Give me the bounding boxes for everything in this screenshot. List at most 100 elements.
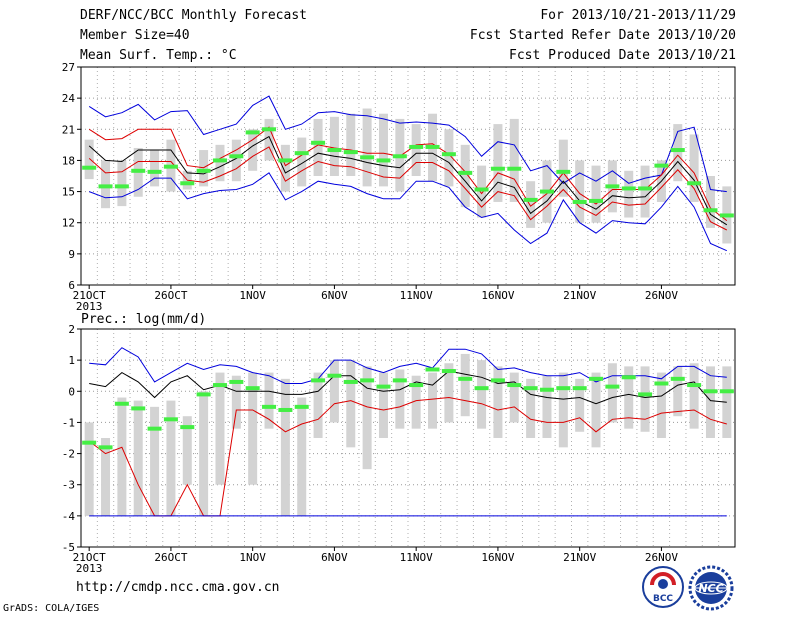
prec-marker	[523, 386, 538, 391]
prec-marker	[441, 369, 456, 374]
prec-range-box	[362, 366, 372, 470]
temp-marker	[670, 148, 685, 153]
temp-range-box	[215, 144, 225, 182]
temp-ytick-label: 24	[62, 92, 76, 105]
prec-plot-frame	[80, 328, 736, 548]
website-url[interactable]: http://cmdp.ncc.cma.gov.cn	[76, 580, 280, 595]
temp-range-box	[199, 150, 209, 187]
prec-marker	[311, 378, 326, 383]
temp-marker	[327, 148, 342, 153]
prec-range-box	[313, 372, 323, 438]
prec-range-box	[607, 363, 617, 423]
prec-marker	[474, 386, 489, 391]
prec-range-box	[84, 422, 94, 516]
prec-range-box	[722, 366, 732, 438]
prec-marker	[360, 378, 375, 383]
temp-xtick-label: 16NOV	[481, 289, 514, 302]
temp-xtick-label: 21OCT	[73, 289, 106, 302]
temp-marker	[458, 170, 473, 175]
temp-series-mean	[88, 135, 728, 226]
temp-range-box	[231, 139, 241, 182]
temp-range-box	[280, 144, 290, 192]
prec-marker	[98, 445, 113, 450]
prec-ytick-label: -4	[62, 510, 76, 523]
prec-range-box	[542, 375, 552, 438]
prec-xtick-label: 26OCT	[154, 551, 187, 564]
temp-marker	[523, 197, 538, 202]
prec-range-box	[444, 363, 454, 423]
prec-marker	[229, 379, 244, 384]
temp-range-box	[329, 116, 339, 176]
temp-xtick-label: 26NOV	[645, 289, 678, 302]
prec-marker	[572, 386, 587, 391]
header-left: DERF/NCC/BCC Monthly Forecast Member Siz…	[80, 6, 307, 66]
header-right: For 2013/10/21-2013/11/29 Fcst Started R…	[470, 6, 736, 66]
prec-range-box	[477, 360, 487, 429]
prec-xtick-label: 16NOV	[481, 551, 514, 564]
prec-range-box	[215, 372, 225, 485]
prec-marker	[556, 386, 571, 391]
temp-xtick-label: 6NOV	[321, 289, 348, 302]
temp-marker	[490, 166, 505, 171]
prec-range-box	[673, 366, 683, 417]
prec-range-box	[640, 366, 650, 432]
temp-series-min	[89, 172, 728, 252]
temp-marker	[605, 184, 620, 189]
prec-marker	[670, 376, 685, 381]
prec-range-box	[297, 397, 307, 516]
temp-series-lower	[88, 146, 728, 231]
temp-marker	[360, 155, 375, 160]
temp-range-box	[411, 124, 421, 176]
temp-range-box	[493, 124, 503, 202]
prec-range-box	[101, 438, 111, 516]
prec-range-box	[509, 372, 519, 423]
prec-range-box	[460, 353, 470, 417]
prec-range-box	[346, 360, 356, 448]
temp-marker	[621, 186, 636, 191]
prec-marker	[114, 401, 129, 406]
temp-marker	[703, 208, 718, 213]
prec-marker	[687, 383, 702, 388]
prec-range-box	[329, 360, 339, 423]
prec-range-box	[248, 372, 258, 485]
grads-credit: GrADS: COLA/IGES	[3, 603, 100, 614]
temp-range-box	[297, 137, 307, 187]
temp-marker	[294, 151, 309, 156]
temp-range-box	[150, 150, 160, 187]
prec-range-box	[280, 378, 290, 516]
prec-range-box	[656, 372, 666, 438]
temp-marker	[82, 165, 97, 170]
temp-marker	[311, 140, 326, 145]
temp-plot-frame	[80, 66, 736, 286]
prec-range-box	[411, 375, 421, 429]
temp-range-box	[705, 176, 715, 228]
temp-range-box	[362, 108, 372, 187]
prec-ytick-label: 2	[68, 323, 75, 336]
prec-ytick-label: 0	[68, 385, 75, 398]
temp-range-box	[460, 144, 470, 208]
temp-marker	[556, 169, 571, 174]
prec-xtick-label: 1NOV	[239, 551, 266, 564]
temp-year-label: 2013	[76, 300, 103, 313]
prec-range-box	[231, 375, 241, 429]
ncc-logo: NCC	[688, 565, 734, 611]
prec-marker	[638, 392, 653, 397]
prec-marker	[392, 378, 407, 383]
prec-marker	[425, 367, 440, 372]
prec-range-box	[117, 397, 127, 516]
temp-range-box	[509, 118, 519, 202]
prec-range-box	[705, 366, 715, 438]
prec-marker	[245, 386, 260, 391]
temp-marker	[163, 164, 178, 169]
prec-range-box	[166, 400, 176, 516]
temp-range-box	[558, 139, 568, 197]
temp-series-upper	[88, 126, 728, 221]
variable-label: Mean Surf. Temp.: °C	[80, 48, 237, 63]
temp-marker	[196, 168, 211, 173]
temp-xtick-label: 26OCT	[154, 289, 187, 302]
prec-range-box	[199, 391, 209, 516]
temp-xtick-label: 21NOV	[563, 289, 596, 302]
prec-marker	[719, 389, 734, 394]
ncc-logo-text: NCC	[698, 582, 723, 595]
